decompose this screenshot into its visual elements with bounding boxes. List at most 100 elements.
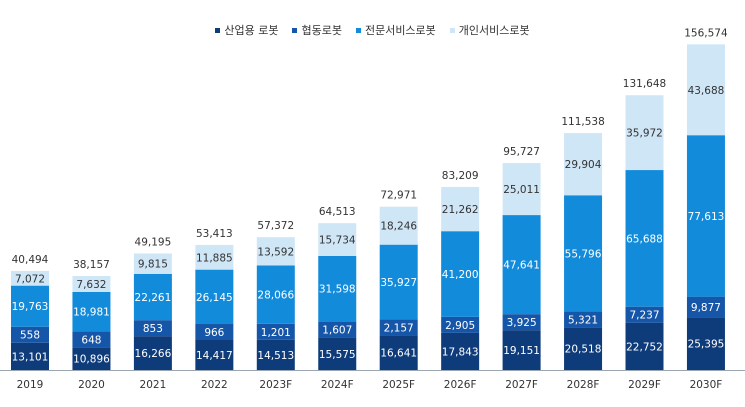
bar-segment (133, 273, 172, 321)
total-label: 131,648 (623, 78, 666, 90)
bar-segment (441, 231, 480, 317)
data-label: 55,796 (565, 248, 602, 260)
data-label: 77,613 (688, 211, 725, 223)
bar-segment (564, 311, 603, 328)
bar-segment (625, 306, 664, 323)
legend-label: 개인서비스로봇 (458, 24, 530, 37)
x-tick-label: 2027F (505, 379, 538, 391)
legend-label: 협동로봇 (301, 24, 342, 37)
bar-segment (441, 316, 480, 333)
bar-segment (502, 330, 541, 370)
data-label: 28,066 (257, 290, 294, 302)
bar-segment (11, 285, 49, 327)
data-label: 47,641 (503, 260, 540, 272)
bar-segment (72, 291, 111, 332)
data-label: 648 (81, 334, 101, 346)
bar-segment (256, 339, 295, 370)
legend-swatch (449, 27, 455, 33)
total-label: 53,413 (196, 228, 233, 240)
bar-segment (256, 237, 295, 266)
data-label: 13,592 (257, 246, 294, 258)
bar-segment (133, 336, 172, 370)
data-label: 7,632 (76, 279, 106, 291)
x-tick-label: 2022 (201, 379, 228, 391)
data-label: 11,885 (196, 252, 233, 264)
legend-item: 개인서비스로봇 (449, 22, 530, 38)
data-label: 16,641 (380, 348, 417, 360)
data-label: 5,321 (568, 314, 598, 326)
bar-segment (379, 244, 418, 320)
data-label: 25,011 (503, 184, 540, 196)
total-label: 40,494 (12, 254, 49, 266)
bar-segment (318, 255, 357, 322)
bar-segment (686, 44, 725, 136)
bar-segment (11, 342, 49, 370)
data-label: 19,763 (12, 301, 49, 313)
legend-item: 산업용 로봇 (215, 22, 278, 38)
bar-segment (625, 170, 664, 307)
data-label: 9,877 (691, 302, 721, 314)
legend: 산업용 로봇 협동로봇 전문서비스로봇 개인서비스로봇 (0, 22, 745, 38)
data-label: 10,896 (73, 354, 110, 366)
data-label: 19,151 (503, 345, 540, 357)
x-tick-label: 2020 (78, 379, 105, 391)
data-label: 558 (20, 330, 40, 342)
x-tick-label: 2021 (140, 379, 167, 391)
data-label: 13,101 (12, 351, 49, 363)
total-label: 49,195 (135, 236, 172, 248)
bar-segment (72, 331, 111, 348)
bar-segment (379, 206, 418, 245)
data-label: 21,262 (442, 204, 479, 216)
x-tick-label: 2026F (444, 379, 477, 391)
bar-segment (502, 163, 541, 216)
bar-segment (195, 340, 234, 370)
bar-segment (564, 327, 603, 370)
bar-segment (379, 335, 418, 370)
data-label: 43,688 (688, 85, 725, 97)
x-tick-label: 2024F (321, 379, 354, 391)
legend-swatch (355, 27, 361, 33)
bar-segment (686, 135, 725, 297)
legend-swatch (215, 27, 221, 33)
data-label: 22,752 (626, 341, 663, 353)
bar-segment (502, 314, 541, 331)
data-label: 2,905 (445, 320, 475, 332)
bar-segment (195, 324, 234, 341)
data-label: 35,972 (626, 128, 663, 140)
data-label: 853 (143, 323, 163, 335)
bar-segment (318, 321, 357, 338)
data-label: 15,734 (319, 235, 356, 247)
bar-segment (318, 223, 357, 256)
bar-segment (256, 323, 295, 340)
total-label: 72,971 (380, 190, 417, 202)
data-label: 14,513 (257, 350, 294, 362)
bar-segment (379, 319, 418, 336)
data-label: 7,072 (15, 273, 45, 285)
data-label: 18,246 (380, 221, 417, 233)
bar-segment (625, 95, 664, 171)
data-label: 22,261 (135, 292, 172, 304)
data-label: 41,200 (442, 269, 479, 281)
x-tick-label: 2028F (567, 379, 600, 391)
data-label: 9,815 (138, 259, 168, 271)
legend-item: 협동로봇 (292, 22, 342, 38)
total-label: 83,209 (442, 170, 479, 182)
bar-segment (256, 265, 295, 324)
data-label: 25,395 (688, 339, 725, 351)
bar-segment (686, 317, 725, 370)
data-label: 16,266 (135, 348, 172, 360)
total-label: 95,727 (503, 146, 540, 158)
data-label: 3,925 (507, 317, 537, 329)
total-label: 64,513 (319, 206, 356, 218)
bar-segment (441, 186, 480, 232)
data-label: 7,237 (629, 310, 659, 322)
data-label: 65,688 (626, 233, 663, 245)
data-label: 966 (204, 327, 224, 339)
data-label: 15,575 (319, 349, 356, 361)
bar-segment (441, 332, 480, 370)
x-tick-label: 2030F (690, 379, 723, 391)
x-tick-label: 2029F (628, 379, 661, 391)
bar-segment (502, 215, 541, 315)
total-label: 111,538 (561, 116, 604, 128)
